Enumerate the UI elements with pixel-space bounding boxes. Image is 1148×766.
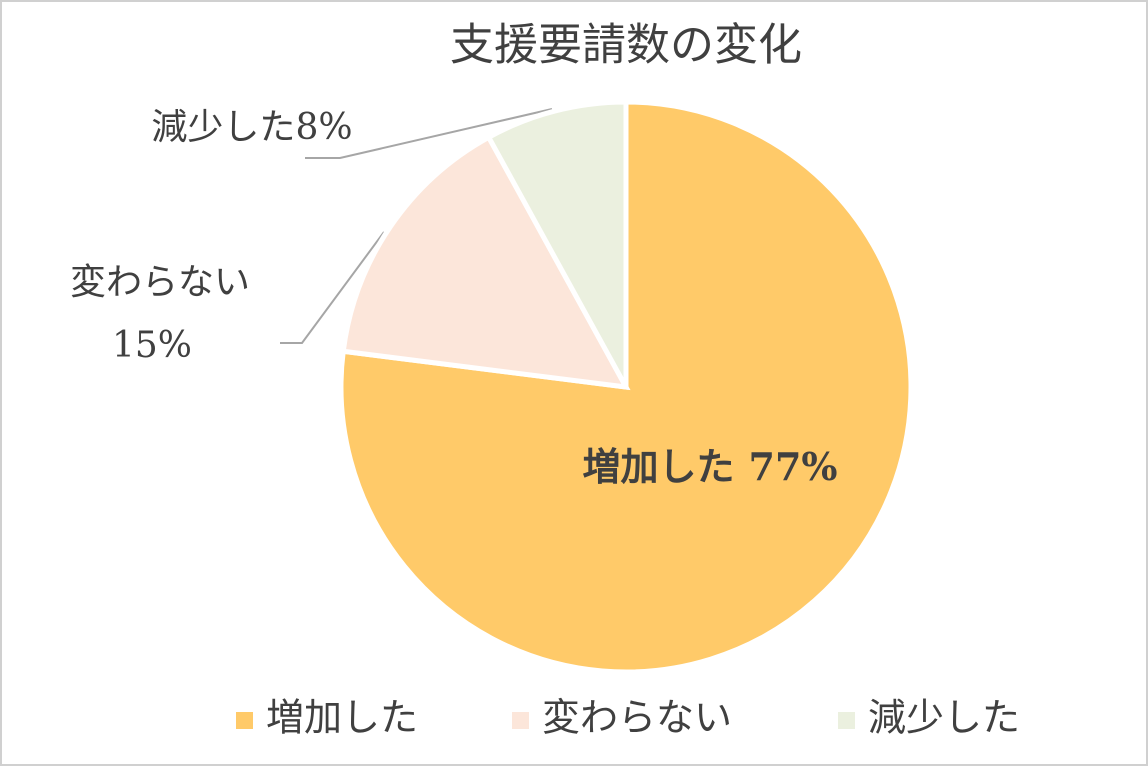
legend: 増加した 変わらない 減少した (236, 696, 1020, 740)
data-label: 増加した 77% (582, 444, 837, 489)
data-label-value: 8% (295, 107, 352, 148)
data-label-value: 77% (749, 444, 838, 489)
data-labels: 増加した 77% 変わらない 15% 減少した8% (70, 107, 838, 489)
legend-swatch (838, 712, 855, 729)
leader-line (305, 108, 553, 159)
data-label-value: 15% (112, 325, 192, 366)
chart-title: 支援要請数の変化 (450, 20, 802, 71)
data-label-category: 増加した (582, 444, 734, 489)
legend-swatch (512, 712, 529, 729)
pie-slice (340, 133, 631, 391)
leader-line (280, 231, 385, 344)
data-label-category: 減少した (151, 107, 295, 148)
legend-label: 増加した (266, 696, 418, 740)
data-label: 減少した8% (151, 107, 352, 148)
legend-swatch (236, 712, 253, 729)
legend-label: 変わらない (542, 696, 732, 740)
legend-label: 減少した (868, 696, 1020, 740)
pie (338, 99, 914, 675)
pie-slice (485, 99, 629, 389)
data-label-category: 変わらない (70, 262, 250, 303)
